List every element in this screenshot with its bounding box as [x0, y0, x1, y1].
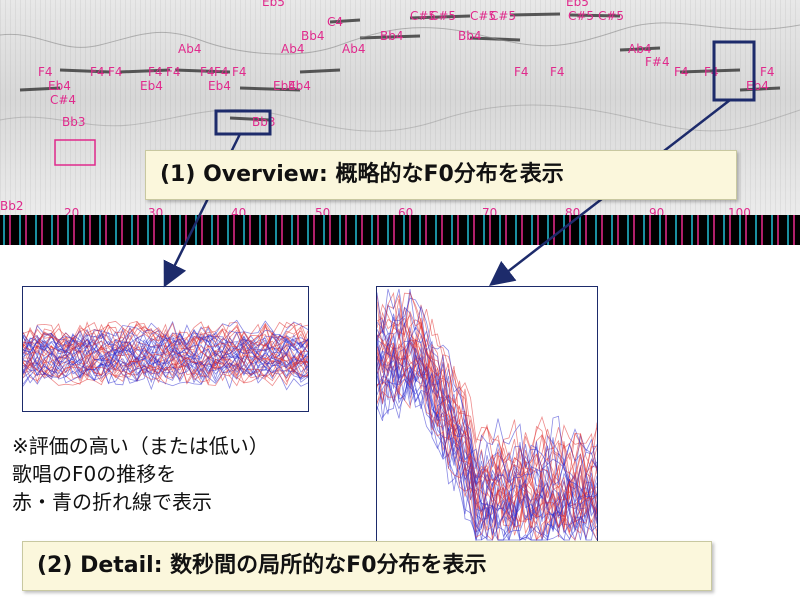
f0-trajectory-line [22, 343, 309, 373]
note-label: Bb2 [0, 199, 23, 213]
note-label: F#4 [645, 55, 670, 69]
note-label: C#5 [490, 9, 516, 23]
note-label: Eb4 [48, 79, 71, 93]
note-label: Bb4 [458, 29, 481, 43]
f0-trajectory-line [376, 334, 598, 522]
note-label: F4 [90, 65, 105, 79]
note-label: Eb4 [746, 79, 769, 93]
note-label: Eb5 [262, 0, 285, 9]
note-line: 歌唱のF0の推移を [12, 462, 177, 486]
note-label: Bb3 [62, 115, 85, 129]
note-label: C#5 [598, 9, 624, 23]
pitch-traces [0, 12, 800, 132]
overview-f0-panel [22, 286, 309, 412]
f0-trajectory-line [376, 308, 598, 498]
note-label: Bb3 [252, 115, 275, 129]
detail-f0-lines [376, 288, 598, 542]
detail-highlight-box [712, 40, 756, 102]
note-label: C4 [327, 15, 343, 29]
note-label: Eb5 [566, 0, 589, 9]
note-label: C#5 [410, 9, 436, 23]
overview-f0-lines [22, 319, 309, 391]
detail-f0-panel [376, 286, 598, 543]
f0-trajectory-line [22, 336, 309, 365]
note-label: F4 [148, 65, 163, 79]
note-label: C#5 [568, 9, 594, 23]
note-label: F4 [108, 65, 123, 79]
f0-trajectory-line [376, 318, 598, 507]
note-label: Ab4 [342, 42, 365, 56]
f0-trajectory-line [22, 356, 309, 384]
f0-trajectory-line [376, 312, 598, 499]
note-label: Ab4 [178, 42, 201, 56]
color-strip [0, 215, 800, 245]
note-label: C#5 [470, 9, 496, 23]
f0-trajectory-line [22, 333, 309, 362]
note-label: F4 [166, 65, 181, 79]
note-label: F4 [704, 65, 719, 79]
f0-trajectory-line [22, 326, 309, 356]
f0-trajectory-line [376, 288, 598, 471]
f0-trajectory-line [376, 340, 598, 533]
overview-callout: (1) Overview: 概略的なF0分布を表示 [145, 150, 737, 200]
f0-trajectory-line [376, 334, 598, 519]
spectrogram-overview: Eb5 C4 C#5 C#5 C#5 C#5 Eb5 C#5 C#5 Bb4 B… [0, 0, 800, 245]
f0-trajectory-line [376, 368, 598, 541]
f0-trajectory-line [376, 369, 598, 541]
note-label: Eb4 [208, 79, 231, 93]
reference-box [54, 139, 96, 166]
f0-trajectory-line [376, 301, 598, 487]
note-label: F4 [214, 65, 229, 79]
note-label: C#5 [430, 9, 456, 23]
f0-trajectory-line [22, 332, 309, 359]
note-label: Eb4 [273, 79, 296, 93]
f0-trajectory-line [22, 353, 309, 383]
note-label: F4 [760, 65, 775, 79]
note-label: Bb4 [301, 29, 324, 43]
f0-trajectory-line [22, 323, 309, 351]
detail-callout: (2) Detail: 数秒間の局所的なF0分布を表示 [22, 541, 712, 591]
note-line: 赤・青の折れ線で表示 [12, 490, 212, 514]
note-label: Ab4 [628, 42, 651, 56]
note-label: Eb4 [140, 79, 163, 93]
note-label: F4 [550, 65, 565, 79]
note-labels: Eb5 C4 C#5 C#5 C#5 C#5 Eb5 C#5 C#5 Bb4 B… [0, 0, 775, 213]
spectrogram-svg: Eb5 C4 C#5 C#5 C#5 C#5 Eb5 C#5 C#5 Bb4 B… [0, 0, 800, 220]
note-label: Eb4 [288, 79, 311, 93]
note-label: Bb4 [380, 29, 403, 43]
overview-highlight-box [214, 109, 272, 136]
f0-trajectory-line [376, 335, 598, 523]
f0-trajectory-line [22, 323, 309, 353]
note-label: F4 [674, 65, 689, 79]
note-label: F4 [38, 65, 53, 79]
note-label: F4 [514, 65, 529, 79]
note-label: Ab4 [281, 42, 304, 56]
note-label: F4 [200, 65, 215, 79]
note-label: C#4 [50, 93, 76, 107]
note-line: ※評価の高い（または低い） [12, 434, 269, 458]
f0-trajectory-line [22, 347, 309, 376]
legend-note: ※評価の高い（または低い） 歌唱のF0の推移を 赤・青の折れ線で表示 [12, 432, 372, 516]
note-label: F4 [232, 65, 247, 79]
f0-trajectory-line [22, 358, 309, 387]
f0-trajectory-line [22, 348, 309, 377]
